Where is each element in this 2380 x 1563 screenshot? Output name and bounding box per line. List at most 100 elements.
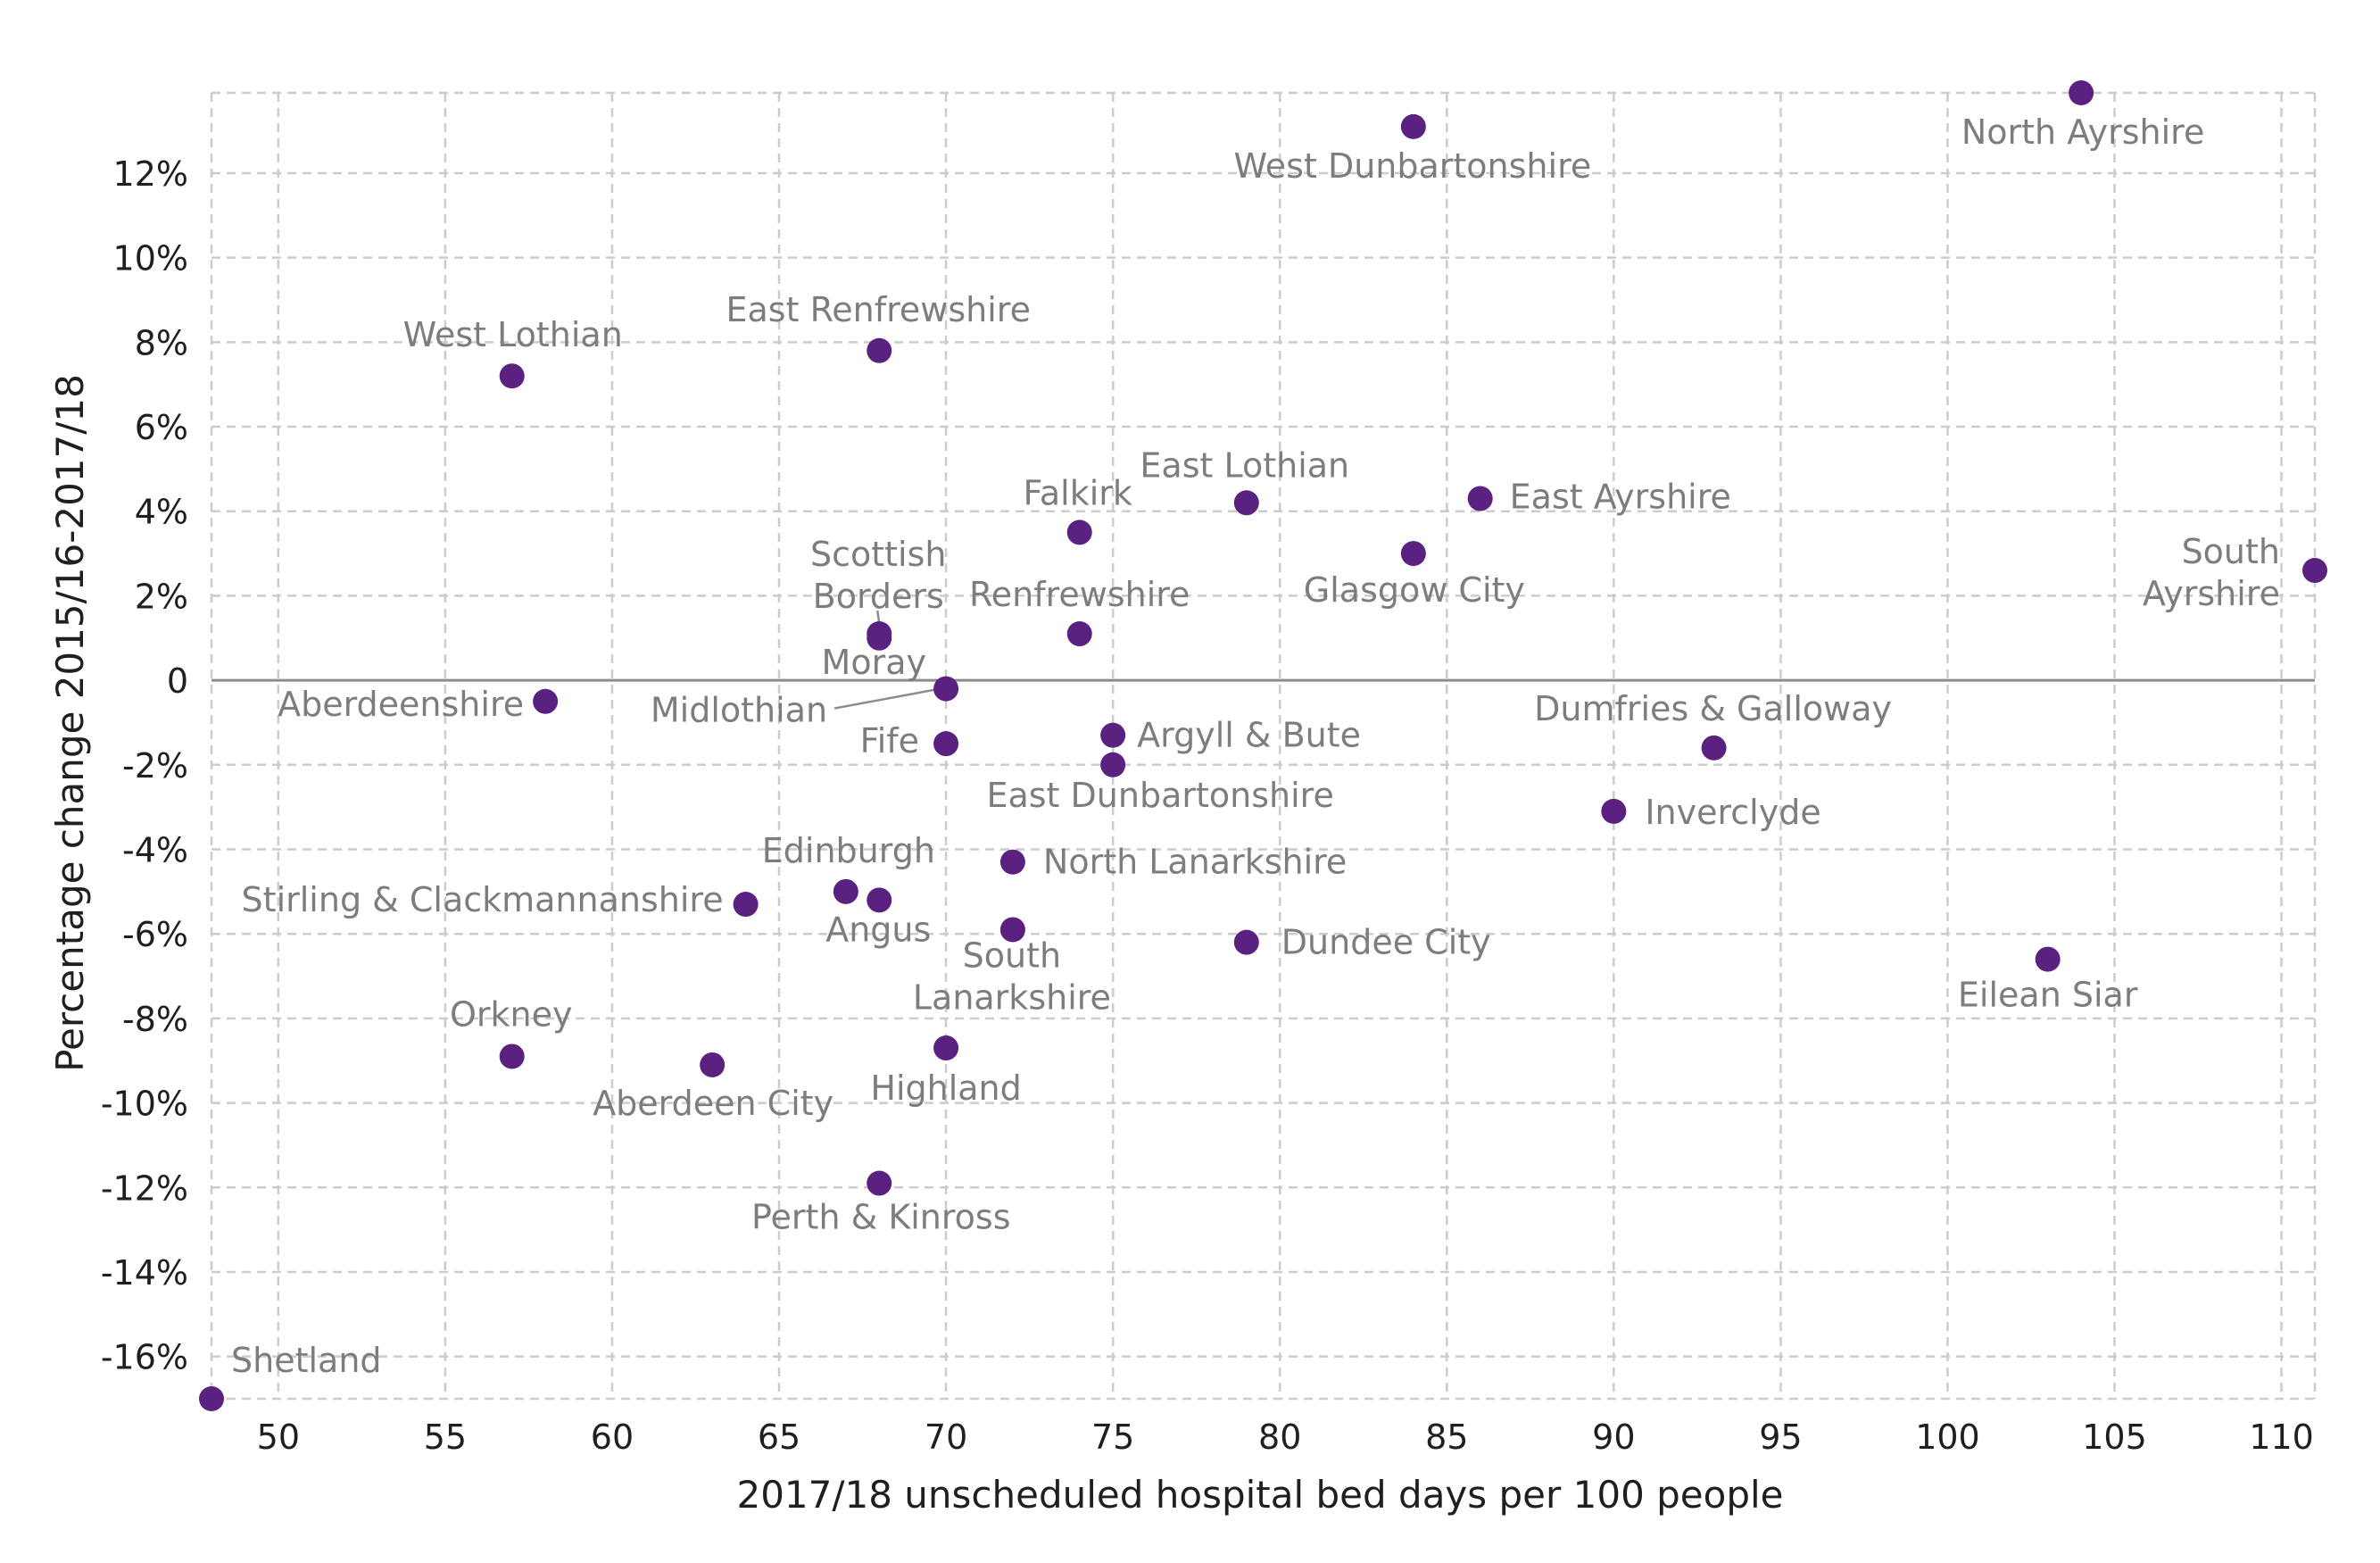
point-label: Moray xyxy=(822,643,926,682)
x-tick-label: 50 xyxy=(257,1418,300,1457)
point-label-line: Dundee City xyxy=(1281,923,1491,962)
point-label-line: Moray xyxy=(822,643,926,682)
point-labels: Shetland North Ayrshire West Dunbartonshir… xyxy=(231,112,2280,1380)
point-label-line: Edinburgh xyxy=(762,831,935,870)
point-label-line: West Dunbartonshire xyxy=(1233,146,1591,186)
point-label-line: Falkirk xyxy=(1024,473,1132,512)
data-point xyxy=(933,731,959,757)
data-point xyxy=(2069,80,2094,105)
y-tick-label: -16% xyxy=(101,1338,188,1377)
data-point xyxy=(1066,621,1092,647)
label-leader-line xyxy=(833,688,936,710)
data-point xyxy=(700,1052,726,1077)
point-label-line: Borders xyxy=(813,577,944,616)
point-label-line: Eilean Siar xyxy=(1958,976,2138,1015)
point-label-line: East Lothian xyxy=(1140,445,1349,485)
y-tick-label: 4% xyxy=(135,493,188,532)
point-label: Argyll & Bute xyxy=(1137,716,1361,755)
point-label-line: Shetland xyxy=(231,1341,382,1380)
point-label-line: Angus xyxy=(825,910,931,949)
y-axis-title: Percentage change 2015/16-2017/18 xyxy=(48,374,92,1072)
point-label: Renfrewshire xyxy=(969,575,1190,614)
data-point xyxy=(499,1043,525,1069)
x-tick-label: 85 xyxy=(1425,1418,1468,1457)
data-point xyxy=(2035,946,2061,972)
point-label: West Lothian xyxy=(403,315,623,354)
axis-tick-labels: 50 55 60 65 70 75 80 85 90 95 100 105 110 12% 10% 8% 6% 4… xyxy=(101,154,2314,1457)
data-point xyxy=(867,337,892,363)
point-label-line: North Lanarkshire xyxy=(1043,843,1347,882)
data-point xyxy=(1066,520,1092,545)
point-label-line: East Ayrshire xyxy=(1510,478,1731,517)
point-label: East Lothian xyxy=(1140,445,1349,485)
point-label-line: East Dunbartonshire xyxy=(986,776,1333,815)
y-tick-label: -2% xyxy=(122,746,188,786)
data-point xyxy=(999,917,1025,943)
point-label: North Lanarkshire xyxy=(1043,843,1347,882)
x-tick-label: 90 xyxy=(1592,1418,1635,1457)
y-tick-label: -12% xyxy=(101,1168,188,1208)
x-tick-label: 105 xyxy=(2082,1418,2147,1457)
data-point xyxy=(999,849,1025,875)
point-label-line: East Renfrewshire xyxy=(726,290,1031,329)
point-label: West Dunbartonshire xyxy=(1233,146,1591,186)
x-tick-label: 110 xyxy=(2249,1418,2314,1457)
point-label-line: Stirling & Clackmannanshire xyxy=(242,880,724,919)
label-leader-lines xyxy=(833,610,936,710)
data-point xyxy=(733,892,759,918)
point-label-line: Argyll & Bute xyxy=(1137,716,1361,755)
point-label: Edinburgh xyxy=(762,831,935,870)
y-tick-label: 8% xyxy=(135,323,188,362)
point-label-line: Scottish xyxy=(810,535,947,574)
x-tick-label: 70 xyxy=(925,1418,967,1457)
point-label: Stirling & Clackmannanshire xyxy=(242,880,724,919)
point-label-line: Highland xyxy=(870,1068,1021,1108)
point-label: Falkirk xyxy=(1024,473,1132,512)
x-tick-label: 95 xyxy=(1759,1418,1802,1457)
point-label-line: Orkney xyxy=(450,994,573,1034)
data-point xyxy=(499,363,525,389)
point-label-line: South xyxy=(2182,532,2280,571)
x-tick-label: 60 xyxy=(591,1418,634,1457)
x-tick-label: 100 xyxy=(1915,1418,1980,1457)
x-tick-label: 80 xyxy=(1258,1418,1301,1457)
point-label-line: Ayrshire xyxy=(2143,574,2280,613)
point-label-line: Glasgow City xyxy=(1304,570,1525,610)
y-tick-label: -4% xyxy=(122,830,188,869)
x-axis-title: 2017/18 unscheduled hospital bed days pe… xyxy=(736,1473,1783,1517)
point-label-line: West Lothian xyxy=(403,315,623,354)
y-tick-label: 10% xyxy=(113,239,188,279)
data-point xyxy=(933,1035,959,1061)
data-point xyxy=(1601,798,1627,824)
data-point xyxy=(199,1386,224,1411)
y-tick-label: -10% xyxy=(101,1085,188,1124)
point-label: Scottish Borders xyxy=(810,535,947,616)
point-label-line: Fife xyxy=(860,721,919,761)
point-label: Dundee City xyxy=(1281,923,1491,962)
point-label: Orkney xyxy=(450,994,573,1034)
data-point xyxy=(833,878,858,904)
point-label: East Dunbartonshire xyxy=(986,776,1333,815)
label-leader-line xyxy=(876,610,881,624)
y-tick-label: -14% xyxy=(101,1253,188,1293)
data-point xyxy=(867,1170,892,1196)
data-points xyxy=(199,80,2327,1411)
x-tick-label: 75 xyxy=(1091,1418,1134,1457)
y-tick-label: -6% xyxy=(122,915,188,954)
y-tick-label: 6% xyxy=(135,408,188,447)
data-point xyxy=(1400,541,1426,567)
data-point xyxy=(1100,722,1126,748)
point-label-line: Midlothian xyxy=(651,691,827,730)
data-point xyxy=(1233,929,1259,955)
point-label: South Ayrshire xyxy=(2143,532,2280,613)
point-label-line: Perth & Kinross xyxy=(751,1198,1011,1237)
point-label: Glasgow City xyxy=(1304,570,1525,610)
point-label-line: Renfrewshire xyxy=(969,575,1190,614)
point-label: Midlothian xyxy=(651,691,827,730)
data-point xyxy=(533,688,559,714)
point-label: Shetland xyxy=(231,1341,382,1380)
point-label: Perth & Kinross xyxy=(751,1198,1011,1237)
data-point xyxy=(933,676,959,702)
point-label: North Ayrshire xyxy=(1961,112,2205,152)
